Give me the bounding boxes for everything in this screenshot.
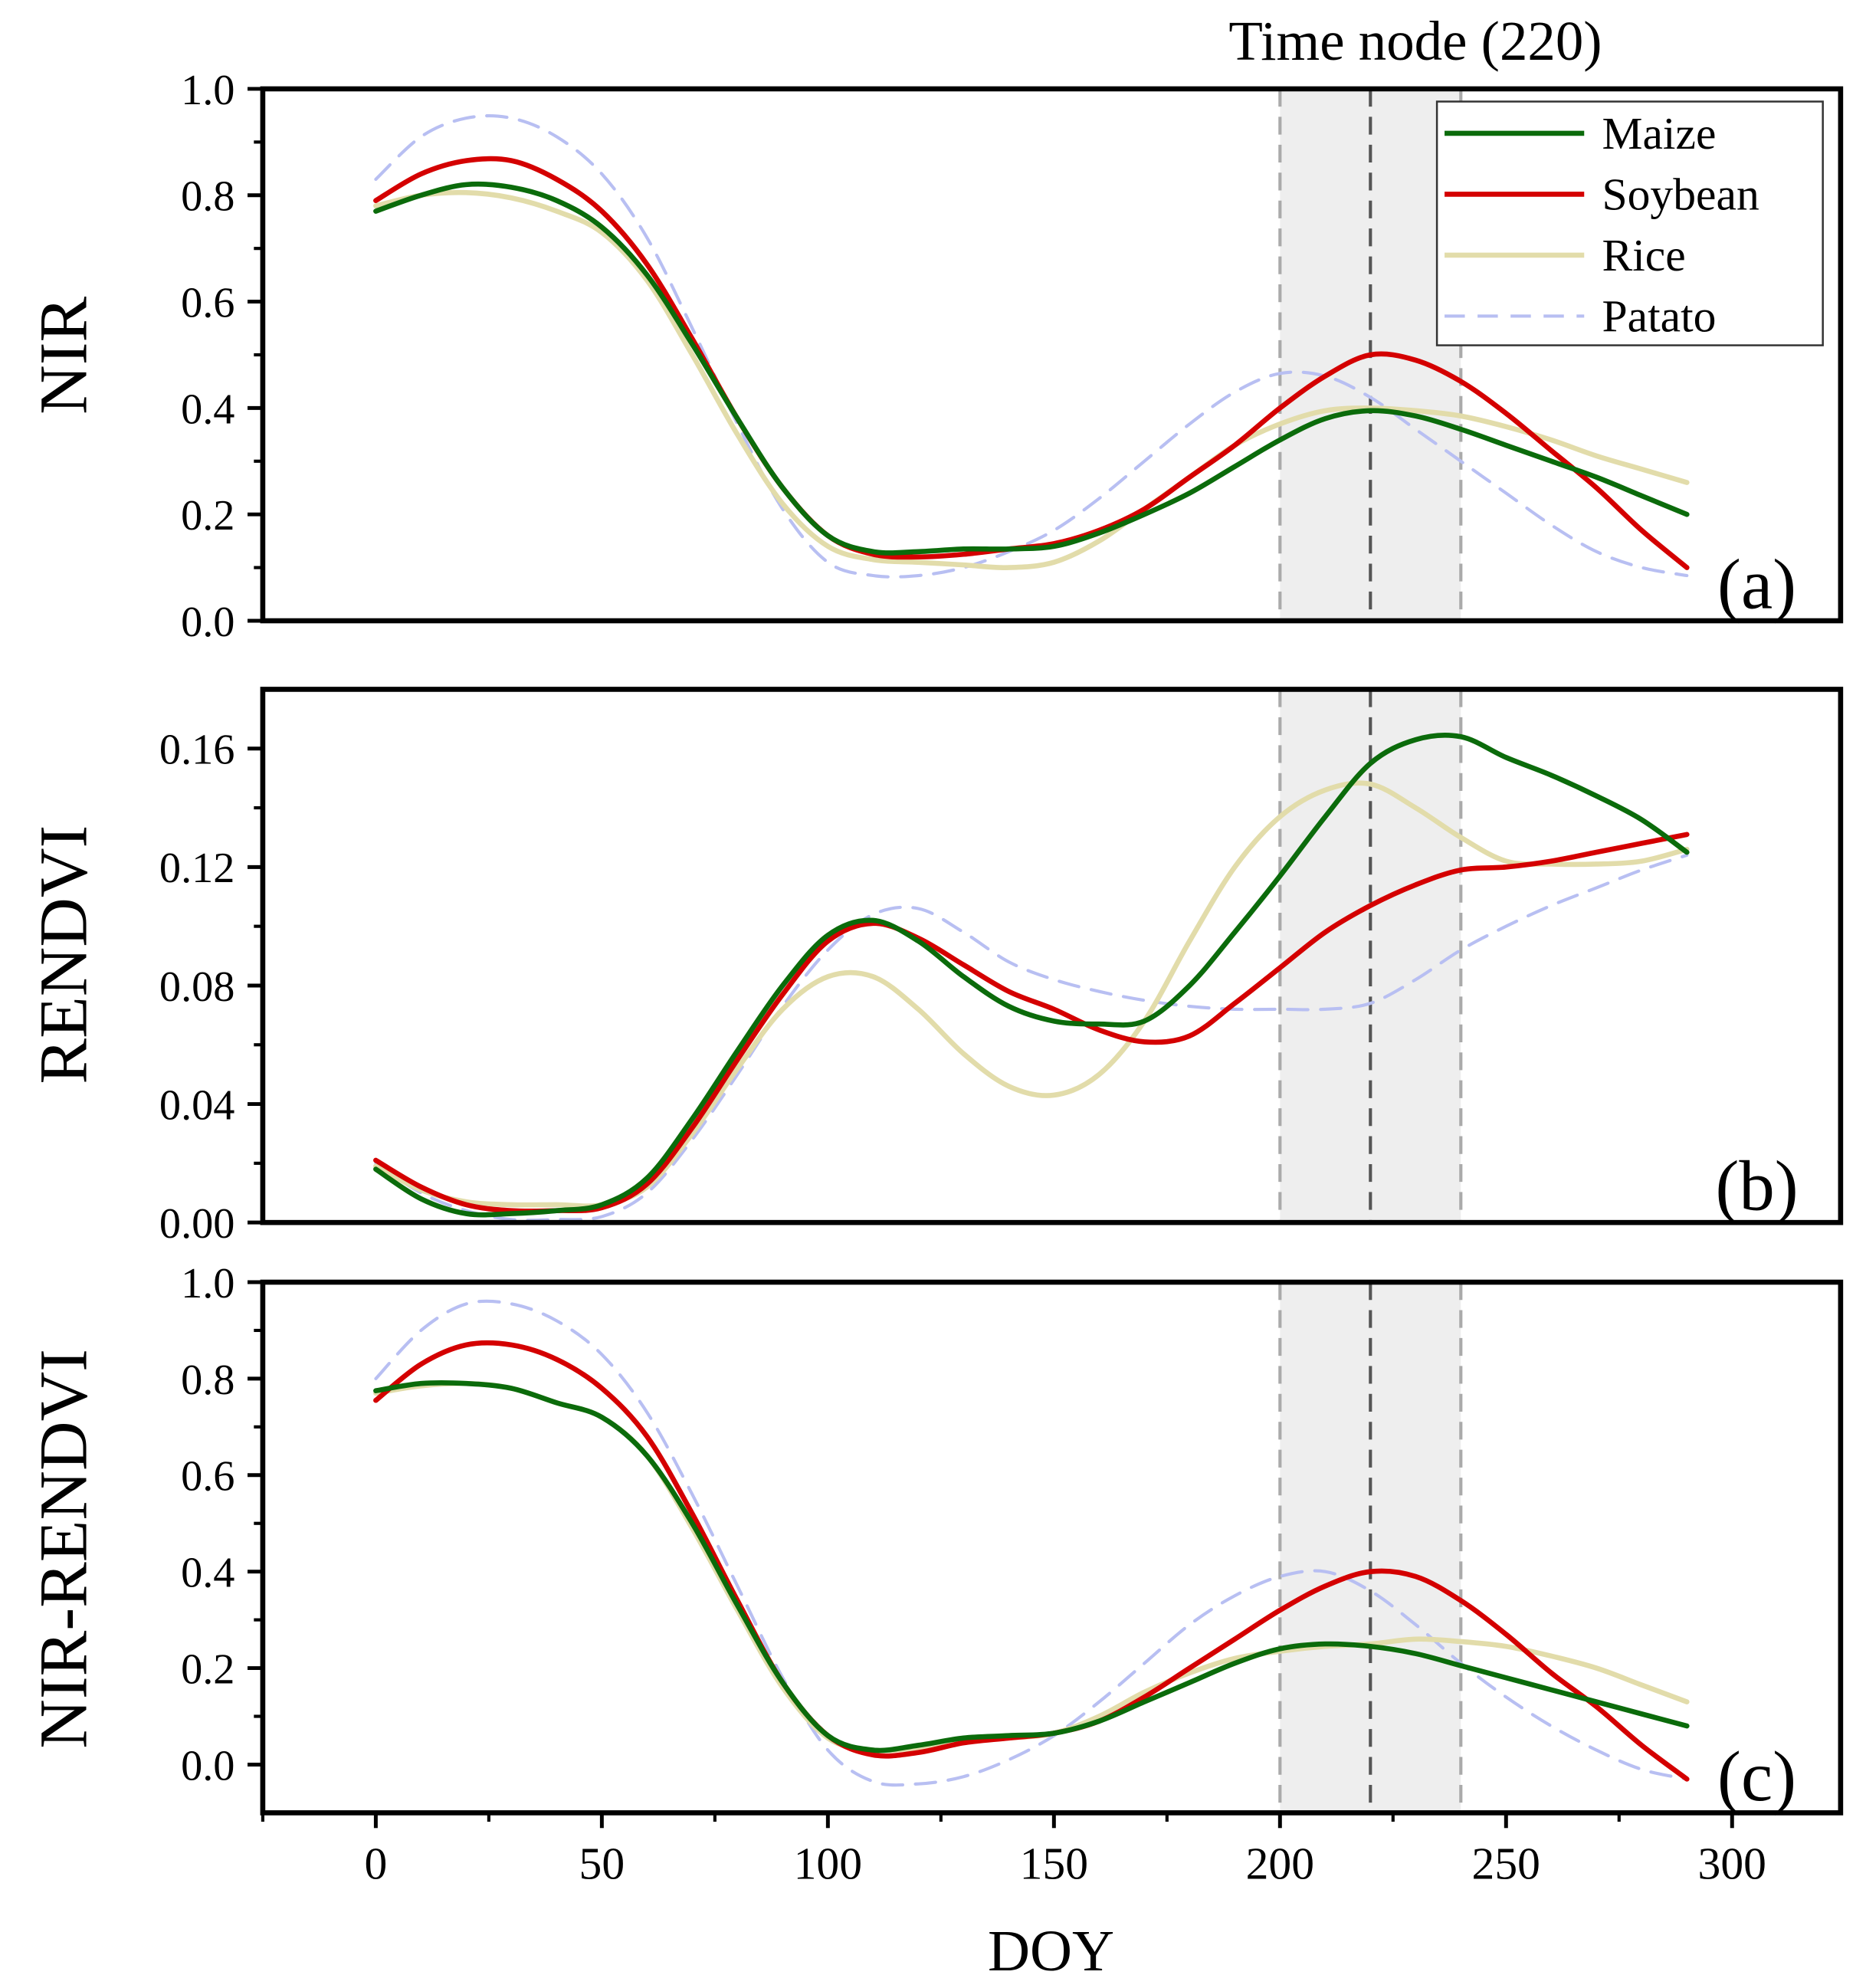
series-line-rice [373,1380,1690,1753]
y-tick-label: 0.8 [181,1356,234,1404]
y-tick-label: 1.0 [181,1260,234,1307]
panel-3: 0.0 0.2 0.4 0.6 0.8 1.0 NIR-RENDVI (c) 0 50 100 150… [26,1260,1844,1889]
series-group [373,732,1690,1222]
series-group [373,1299,1690,1787]
y-tick-label: 0.6 [181,279,234,326]
series-line-maize [373,1379,1690,1753]
panel-label: (a) [1717,545,1796,624]
y-tick-label: 0.4 [181,1550,234,1597]
y-tick-label: 0.8 [181,173,234,221]
y-tick-label: 1.0 [181,67,234,114]
x-tick-label: 150 [1020,1839,1088,1889]
x-tick-label: 0 [364,1839,387,1889]
y-tick-label: 0.4 [181,385,234,433]
y-tick-label: 0.6 [181,1453,234,1501]
series-line-rice [373,780,1690,1209]
legend-label-rice: Rice [1602,230,1685,280]
chart-title: Time node (220) [1228,10,1602,72]
plot-frame [260,687,1844,1225]
legend: Maize Soybean Rice Patato [1435,100,1824,346]
y-tick-label: 0.2 [181,492,234,540]
series-line-patato [374,114,1689,579]
legend-box [1435,100,1824,346]
legend-label-soybean: Soybean [1602,169,1759,219]
x-tick-label: 300 [1698,1839,1766,1889]
series-line-patato [374,853,1689,1222]
series-line-maize [373,181,1690,556]
y-axis-label: RENDVI [26,825,102,1084]
series-group [373,114,1690,579]
panel-2: 0.00 0.04 0.08 0.12 0.16 RENDVI (b) [26,687,1844,1248]
y-axis-label: NIR-RENDVI [26,1349,102,1749]
series-line-rice [373,189,1690,570]
panel-label: (b) [1715,1147,1798,1226]
series-line-patato [374,1299,1689,1787]
x-tick-label: 50 [579,1839,625,1889]
panel-label: (c) [1717,1737,1796,1816]
panel-1: 0.0 0.2 0.4 0.6 0.8 1.0 NIR (a) [26,67,1844,646]
y-tick-label: 0.04 [159,1081,235,1129]
x-tick-label: 200 [1246,1839,1314,1889]
y-tick-label: 0.0 [181,599,234,646]
y-tick-label: 0.0 [181,1742,234,1790]
legend-label-patato: Patato [1602,290,1716,341]
legend-label-maize: Maize [1602,108,1716,159]
x-tick-label: 100 [794,1839,862,1889]
y-tick-label: 0.08 [159,963,235,1011]
y-tick-label: 0.16 [159,727,235,774]
y-tick-label: 0.12 [159,845,235,892]
plot-frame [260,1279,1844,1816]
y-tick-label: 0.00 [159,1200,235,1248]
series-line-maize [373,732,1690,1218]
x-axis-label: DOY [988,1919,1114,1983]
x-tick-label: 250 [1472,1839,1540,1889]
y-axis-label: NIR [26,296,102,414]
series-line-soybean [373,832,1690,1214]
y-tick-label: 0.2 [181,1645,234,1693]
